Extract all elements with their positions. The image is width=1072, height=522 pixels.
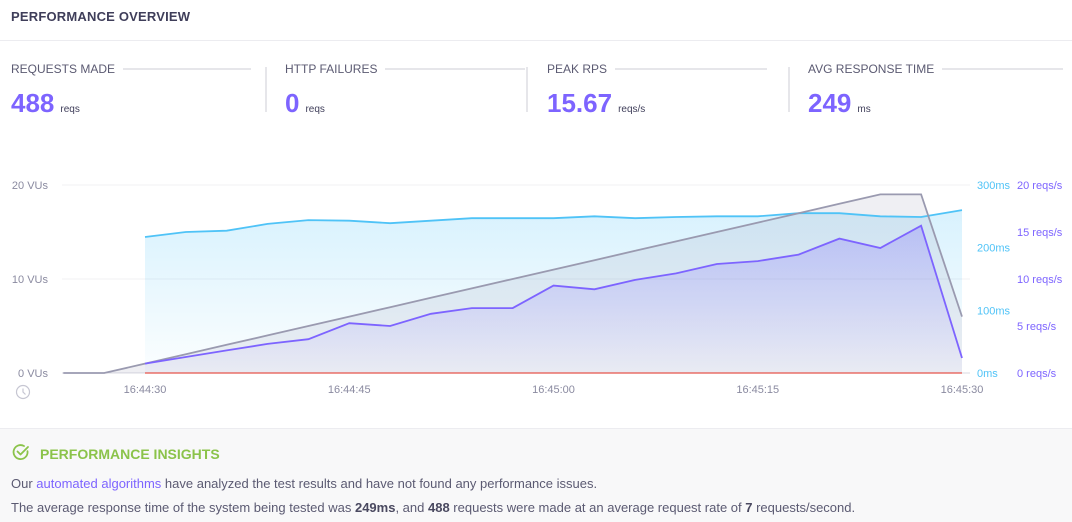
page-title: PERFORMANCE OVERVIEW — [11, 9, 191, 24]
stat-value: 488 — [11, 88, 55, 118]
vus-line — [63, 193, 963, 374]
divider — [0, 40, 1072, 41]
text: Our — [11, 476, 37, 491]
insights-title: PERFORMANCE INSIGHTS — [40, 446, 220, 462]
check-circle-icon — [12, 444, 29, 460]
text: , and — [395, 500, 428, 515]
stat-value: 15.67 — [547, 88, 613, 118]
x-tick-label: 16:44:45 — [328, 384, 371, 396]
stat-avg-response-time: AVG RESPONSE TIME 249 ms — [808, 62, 1063, 119]
stat-peak-rps: PEAK RPS 15.67 reqs/s — [547, 62, 767, 119]
x-tick-label: 16:45:30 — [941, 384, 984, 396]
y-left-tick-label: 10 VUs — [12, 274, 49, 286]
y-right-ms-tick-label: 0ms — [977, 368, 998, 380]
stat-unit: reqs/s — [618, 104, 646, 115]
performance-chart: 0 VUs 10 VUs 20 VUs 0ms 100ms 200ms 300ms 0 req… — [12, 180, 1063, 400]
stat-unit: reqs — [60, 104, 80, 115]
text: have analyzed the test results and have … — [161, 476, 598, 491]
automated-algorithms-link[interactable]: automated algorithms — [36, 476, 162, 491]
text: requests/second. — [752, 500, 856, 515]
performance-insights-panel: PERFORMANCE INSIGHTS Our automated algor… — [0, 428, 1072, 522]
stat-unit: ms — [857, 104, 871, 115]
divider — [526, 67, 528, 112]
stat-label: HTTP FAILURES — [285, 62, 378, 76]
insights-text-2: The average response time of the system … — [11, 500, 855, 515]
stat-label: REQUESTS MADE — [11, 62, 116, 76]
rps-line — [144, 224, 963, 365]
y-right-rps-tick-label: 20 reqs/s — [1017, 180, 1063, 192]
y-right-ms-tick-label: 100ms — [977, 305, 1011, 317]
stat-label: PEAK RPS — [547, 62, 608, 76]
divider — [788, 67, 790, 112]
requests-value: 488 — [427, 500, 450, 515]
avg-response-value: 249ms — [354, 500, 396, 515]
y-right-ms-tick-label: 300ms — [977, 180, 1011, 192]
y-right-rps-tick-label: 0 reqs/s — [1017, 368, 1057, 380]
clock-icon — [15, 384, 31, 400]
stat-http-failures: HTTP FAILURES 0 reqs — [285, 62, 525, 119]
stat-requests-made: REQUESTS MADE 488 reqs — [11, 62, 251, 119]
y-left-tick-label: 20 VUs — [12, 180, 49, 192]
y-right-ms-tick-label: 200ms — [977, 243, 1011, 255]
rps-area — [145, 225, 962, 373]
stat-value: 249 — [808, 88, 852, 118]
divider — [265, 67, 267, 112]
stat-label: AVG RESPONSE TIME — [808, 62, 935, 76]
y-left-tick-label: 0 VUs — [18, 368, 48, 380]
y-right-rps-tick-label: 5 reqs/s — [1017, 321, 1057, 333]
x-tick-label: 16:44:30 — [124, 384, 167, 396]
x-tick-label: 16:45:15 — [736, 384, 779, 396]
text: The average response time of the system … — [11, 500, 355, 515]
y-right-rps-tick-label: 10 reqs/s — [1017, 274, 1063, 286]
insights-text-1: Our automated algorithms have analyzed t… — [11, 476, 597, 491]
response-time-line — [144, 209, 963, 238]
stat-value: 0 — [285, 88, 300, 118]
y-right-rps-tick-label: 15 reqs/s — [1017, 227, 1063, 239]
stat-unit: reqs — [305, 104, 325, 115]
avg-rate-value: 7 — [745, 500, 753, 515]
text: requests were made at an average request… — [449, 500, 746, 515]
x-tick-label: 16:45:00 — [532, 384, 575, 396]
